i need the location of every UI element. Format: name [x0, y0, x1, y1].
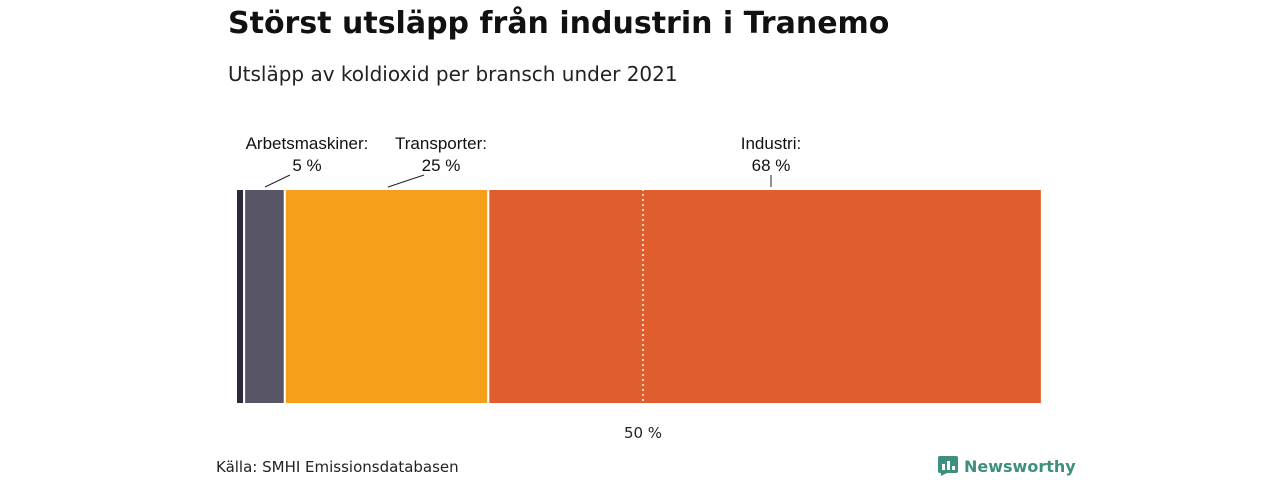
- segment-label-3: Industri:: [741, 134, 801, 153]
- segment-value-label-2: 25 %: [422, 156, 461, 175]
- bar-segment-0: [235, 188, 246, 405]
- segment-value-label-1: 5 %: [292, 156, 321, 175]
- segment-label-1: Arbetsmaskiner:: [246, 134, 369, 153]
- bar-segment-2: [283, 188, 490, 405]
- chart-title: Störst utsläpp från industrin i Tranemo: [228, 6, 890, 41]
- brand-name: Newsworthy: [964, 456, 1076, 476]
- source-note: Källa: SMHI Emissionsdatabasen: [216, 458, 459, 476]
- reference-line-label: 50 %: [624, 424, 662, 442]
- brand-logo: Newsworthy: [938, 456, 1076, 476]
- segment-value-label-3: 68 %: [752, 156, 791, 175]
- bar-segment-3: [487, 188, 1043, 405]
- segment-label-2: Transporter:: [395, 134, 487, 153]
- leader-line-1: [264, 174, 291, 188]
- chart-subtitle: Utsläpp av koldioxid per bransch under 2…: [228, 62, 678, 86]
- bar-segment-1: [243, 188, 286, 405]
- newsworthy-logo-icon: [938, 456, 958, 476]
- leader-line-2: [387, 174, 425, 188]
